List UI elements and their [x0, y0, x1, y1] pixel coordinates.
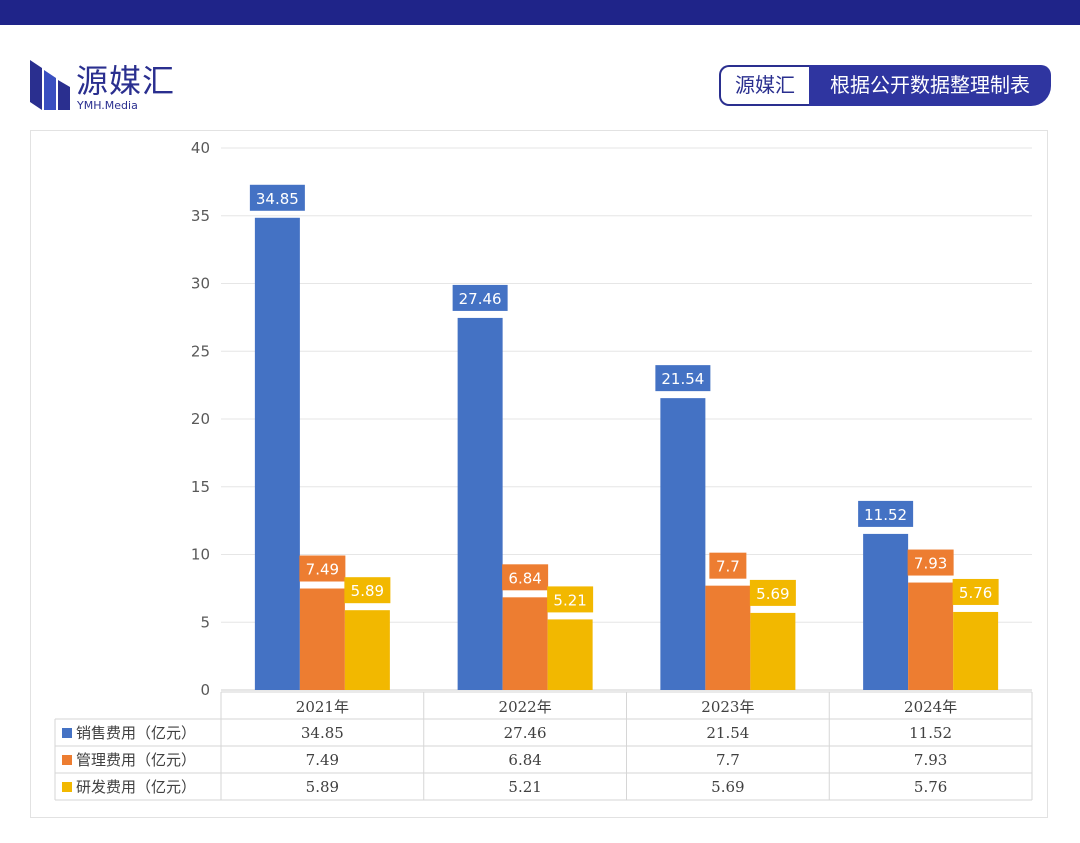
- y-tick-label: 20: [191, 410, 210, 428]
- chart-panel: [30, 130, 1048, 818]
- y-tick-label: 15: [191, 478, 210, 496]
- logo-mark-icon: [30, 60, 70, 110]
- logo-name: 源媒汇: [76, 62, 176, 100]
- x-category-label: 2024年: [904, 698, 957, 716]
- data-label-bg: [952, 578, 999, 605]
- y-tick-label: 10: [191, 546, 210, 564]
- legend-label: 研发费用（亿元）: [76, 778, 196, 796]
- bar: [502, 597, 548, 690]
- data-label-bg: [749, 579, 796, 606]
- source-badge-brand: 源媒汇: [719, 65, 809, 106]
- data-label-bg: [452, 284, 508, 311]
- data-label-bg: [299, 555, 346, 582]
- legend-label: 销售费用（亿元）: [76, 724, 196, 742]
- data-label: 7.93: [914, 555, 947, 573]
- table-cell: 7.7: [716, 751, 740, 769]
- y-tick-label: 0: [200, 681, 210, 699]
- source-badge-note: 根据公开数据整理制表: [809, 65, 1051, 106]
- data-label-bg: [249, 184, 305, 211]
- bar: [660, 398, 706, 690]
- source-badge: 源媒汇 根据公开数据整理制表: [719, 65, 1051, 106]
- y-tick-label: 35: [191, 207, 210, 225]
- data-label: 5.21: [553, 591, 586, 609]
- table-cell: 21.54: [706, 724, 749, 742]
- bar: [457, 317, 503, 690]
- table-cell: 27.46: [504, 724, 547, 742]
- data-label-bg: [547, 586, 594, 613]
- table-cell: 5.21: [508, 778, 541, 796]
- data-label-bg: [655, 365, 711, 392]
- data-label: 11.52: [864, 506, 907, 524]
- table-cell: 11.52: [909, 724, 952, 742]
- bar: [750, 612, 796, 690]
- data-label: 21.54: [661, 370, 704, 388]
- y-tick-label: 30: [191, 275, 210, 293]
- data-label-bg: [709, 552, 747, 579]
- table-cell: 7.49: [306, 751, 339, 769]
- data-label-bg: [344, 577, 391, 604]
- brand-logo: 源媒汇 YMH.Media: [30, 58, 210, 114]
- y-axis-ticks: 0 5 10 15 20 25 30 35 40: [191, 139, 210, 699]
- data-label: 5.89: [351, 582, 384, 600]
- data-label: 5.76: [959, 584, 992, 602]
- bars: [254, 217, 999, 690]
- data-label: 5.69: [756, 585, 789, 603]
- x-category-label: 2021年: [296, 698, 349, 716]
- x-category-label: 2022年: [499, 698, 552, 716]
- bar: [547, 619, 593, 690]
- legend-swatch: [62, 755, 72, 765]
- table-cell: 34.85: [301, 724, 344, 742]
- data-label: 34.85: [256, 190, 299, 208]
- y-tick-label: 5: [200, 613, 210, 631]
- table-cell: 5.76: [914, 778, 947, 796]
- data-labels: 34.85 7.49 5.89 27.46 6.84 5.21 21.54 7.7 5.69 11…: [249, 184, 999, 613]
- table-cell: 7.93: [914, 751, 947, 769]
- data-label-bg: [907, 549, 954, 576]
- data-label-bg: [858, 500, 914, 527]
- y-tick-label: 25: [191, 342, 210, 360]
- bar: [863, 533, 909, 690]
- top-banner: [0, 0, 1080, 25]
- data-label: 7.7: [716, 558, 740, 576]
- bar: [254, 217, 300, 690]
- bar: [953, 611, 999, 690]
- bar: [344, 610, 390, 690]
- data-label-bg: [502, 564, 549, 591]
- table-cell: 5.89: [306, 778, 339, 796]
- table-cell: 6.84: [508, 751, 541, 769]
- logo-subtitle: YMH.Media: [77, 99, 138, 112]
- x-category-label: 2023年: [701, 698, 754, 716]
- bar: [705, 585, 751, 690]
- data-label: 7.49: [306, 561, 339, 579]
- table-cell: 5.69: [711, 778, 744, 796]
- legend-label: 管理费用（亿元）: [76, 751, 196, 769]
- bar: [299, 588, 345, 690]
- legend-swatch: [62, 782, 72, 792]
- bar: [908, 582, 954, 690]
- data-label: 27.46: [459, 290, 502, 308]
- legend-swatch: [62, 728, 72, 738]
- data-label: 6.84: [508, 569, 541, 587]
- y-tick-label: 40: [191, 139, 210, 157]
